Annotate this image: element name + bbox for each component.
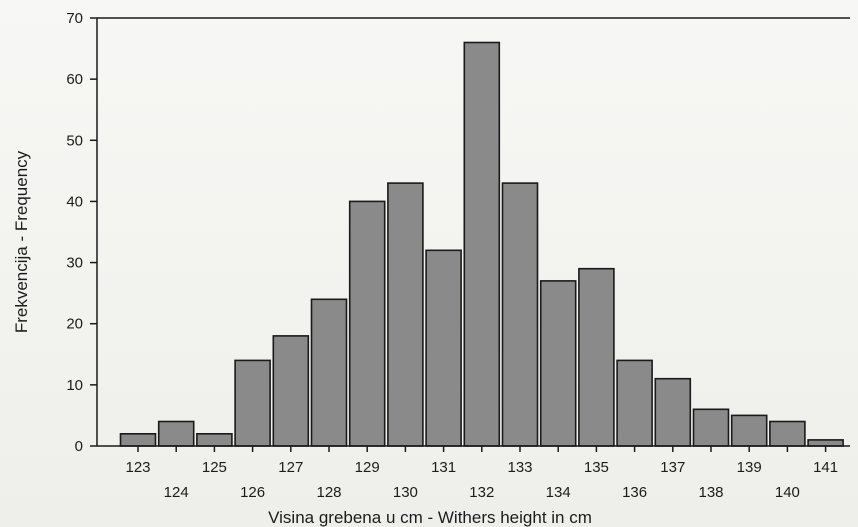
x-tick-label-140: 140 bbox=[775, 484, 800, 501]
bar-135 bbox=[578, 267, 615, 447]
x-tick-label-131: 131 bbox=[431, 459, 456, 476]
bar-123 bbox=[119, 432, 157, 447]
y-tick-label-50: 50 bbox=[66, 132, 83, 149]
y-tick-label-30: 30 bbox=[66, 255, 83, 272]
bar-126 bbox=[234, 359, 271, 447]
x-tick-label-132: 132 bbox=[469, 484, 494, 501]
bar-131 bbox=[425, 249, 462, 447]
bar-134 bbox=[539, 280, 577, 447]
x-tick-label-123: 123 bbox=[125, 459, 150, 476]
y-tick-label-10: 10 bbox=[66, 377, 83, 394]
bar-136 bbox=[616, 359, 653, 447]
x-tick-label-135: 135 bbox=[584, 459, 609, 476]
y-tick-label-0: 0 bbox=[75, 438, 83, 455]
x-tick-label-136: 136 bbox=[622, 484, 647, 501]
x-tick-label-134: 134 bbox=[546, 484, 571, 501]
y-tick-label-70: 70 bbox=[66, 10, 83, 27]
x-tick-label-141: 141 bbox=[813, 459, 838, 476]
bar-130 bbox=[387, 182, 424, 447]
axes-group bbox=[96, 17, 850, 447]
y-tick-label-40: 40 bbox=[66, 193, 83, 210]
bar-127 bbox=[272, 335, 310, 447]
x-ticks-group: 123 124 125 126 127 128 129 130 131 132 133 134 135 1… bbox=[125, 446, 838, 501]
x-tick-label-126: 126 bbox=[240, 484, 265, 501]
x-tick-label-138: 138 bbox=[698, 484, 723, 501]
bar-139 bbox=[730, 414, 768, 447]
x-tick-label-129: 129 bbox=[355, 459, 380, 476]
x-axis-label: Visina grebena u cm - Withers height in … bbox=[268, 508, 592, 527]
x-tick-label-133: 133 bbox=[507, 459, 532, 476]
x-tick-label-128: 128 bbox=[316, 484, 341, 501]
bar-128 bbox=[310, 298, 348, 447]
x-tick-label-137: 137 bbox=[660, 459, 685, 476]
x-tick-label-127: 127 bbox=[278, 459, 303, 476]
bar-124 bbox=[157, 420, 195, 447]
bar-138 bbox=[692, 408, 730, 447]
y-tick-label-20: 20 bbox=[66, 316, 83, 333]
x-tick-label-124: 124 bbox=[164, 484, 189, 501]
x-tick-label-139: 139 bbox=[737, 459, 762, 476]
bars-group bbox=[119, 41, 844, 447]
y-axis-label: Frekvencija - Frequency bbox=[12, 150, 31, 333]
y-tick-label-60: 60 bbox=[66, 71, 83, 88]
bar-141 bbox=[807, 439, 844, 447]
bar-132 bbox=[463, 41, 501, 447]
bar-137 bbox=[654, 377, 692, 447]
bar-133 bbox=[501, 182, 539, 447]
y-ticks-group: 0 10 20 30 40 50 60 70 bbox=[66, 10, 97, 455]
bar-140 bbox=[769, 420, 806, 447]
x-tick-label-125: 125 bbox=[202, 459, 227, 476]
bar-129 bbox=[348, 200, 386, 447]
bar-125 bbox=[196, 432, 233, 447]
x-tick-label-130: 130 bbox=[393, 484, 418, 501]
